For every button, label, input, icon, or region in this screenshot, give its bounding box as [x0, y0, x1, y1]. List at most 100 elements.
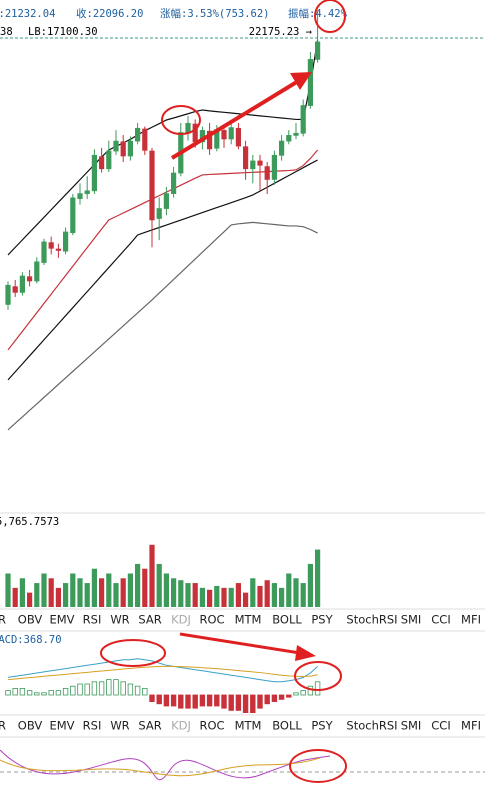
macd-bar [156, 694, 162, 705]
candle-body [77, 193, 83, 199]
candle-body [149, 150, 155, 221]
macd-bar [70, 685, 76, 696]
candle-body [163, 193, 169, 209]
macd-bar [62, 688, 69, 696]
candle-body [27, 276, 33, 282]
indicator-tab[interactable]: ROC [199, 613, 224, 627]
indicator-tab[interactable]: OBV [18, 613, 43, 627]
candle-body [156, 208, 162, 219]
volume-bar [300, 583, 306, 607]
volume-bar [127, 573, 133, 607]
macd-bar [98, 681, 105, 696]
indicator-tab[interactable]: MFI [461, 719, 481, 733]
indicator-tab[interactable]: WR [110, 613, 129, 627]
macd-bar [149, 694, 155, 702]
macd-bar [286, 694, 292, 698]
indicator-tab[interactable]: ROC [199, 719, 224, 733]
candle-body [5, 284, 11, 305]
volume-bar [192, 583, 198, 607]
indicator-tab[interactable]: BOLL [272, 613, 302, 627]
indicator-tab[interactable]: OBV [18, 719, 43, 733]
volume-bar [77, 578, 83, 607]
volume-bar [214, 585, 220, 607]
macd-bar [77, 683, 83, 696]
volume-bar [279, 587, 285, 607]
volume-bar [84, 583, 90, 607]
indicator-tab[interactable]: CCI [431, 719, 450, 733]
volume-bar [41, 573, 47, 607]
band-line [7, 159, 318, 381]
indicator-tab[interactable]: KDJ [171, 719, 191, 733]
candle-body [12, 286, 18, 293]
volume-bar [257, 585, 263, 607]
candle-body [286, 135, 292, 142]
circle [161, 105, 201, 135]
indicator-tab[interactable]: SMI [401, 613, 422, 627]
volume-bar [55, 587, 61, 607]
volume-bar [156, 563, 162, 607]
indicator-tab[interactable]: R [0, 719, 6, 733]
macd-bar [278, 694, 285, 700]
macd-bar [26, 690, 33, 696]
indicator-tab[interactable]: PSY [311, 719, 333, 733]
indicator-tab[interactable]: StochRSI [346, 613, 397, 627]
sub-lb: LB:17100.30 [28, 26, 98, 38]
indicator-tab[interactable]: CCI [431, 613, 450, 627]
indicator-tab[interactable]: MFI [461, 613, 481, 627]
volume-bar [271, 583, 277, 607]
macd-bar [250, 694, 256, 714]
indicator-tab[interactable]: SAR [138, 719, 161, 733]
volume-bar [120, 578, 126, 607]
indicator-tab[interactable]: MTM [235, 613, 262, 627]
candle-body [192, 123, 198, 143]
candle-body [300, 105, 306, 134]
candle-body [127, 140, 133, 157]
macd-bar [134, 685, 141, 696]
macd-bar [12, 688, 18, 696]
indicator-tab[interactable]: SAR [138, 613, 161, 627]
indicator-tab[interactable]: KDJ [171, 613, 191, 627]
indicator-tab[interactable]: EMV [49, 719, 74, 733]
sub-high: 22175.23 → [249, 26, 312, 38]
macd-bar [314, 681, 321, 696]
indicator-tab[interactable]: WR [110, 719, 129, 733]
macd-bar [5, 690, 11, 696]
arrow [170, 78, 302, 160]
macd-bar [163, 694, 170, 707]
volume-bar [113, 583, 119, 607]
indicator-tab[interactable]: RSI [83, 613, 102, 627]
macd-bar [120, 681, 126, 696]
candle-body [221, 130, 227, 140]
candle-body [214, 129, 220, 149]
indicator-tab[interactable]: PSY [311, 613, 333, 627]
indicator-tab[interactable]: StochRSI [346, 719, 397, 733]
indicator-tab[interactable]: EMV [49, 613, 74, 627]
indicator-tab[interactable]: RSI [83, 719, 102, 733]
header-change: 涨幅:3.53%(753.62) [160, 7, 270, 20]
candle-body [48, 242, 54, 249]
macd-bar [142, 688, 148, 696]
candle-body [293, 132, 299, 136]
candle-body [63, 231, 69, 252]
candle-body [207, 130, 213, 150]
candle-body [70, 197, 76, 234]
volume-bar [63, 583, 69, 607]
macd-bar [48, 690, 54, 696]
candle-body [106, 150, 112, 170]
candle-body [113, 140, 119, 152]
indicator-tab[interactable]: R [0, 613, 6, 627]
macd-bar [127, 683, 134, 696]
volume-bar [70, 573, 76, 607]
macd-line [7, 658, 318, 683]
indicator-tab[interactable]: BOLL [272, 719, 302, 733]
indicator-tab[interactable]: SMI [401, 719, 422, 733]
macd-bar [55, 690, 62, 696]
candle-body [199, 130, 205, 143]
indicator-tab[interactable]: MTM [235, 719, 262, 733]
candle-body [315, 41, 321, 60]
header-open: 开:21232.04 [0, 8, 55, 20]
candle-body [171, 172, 177, 194]
candle-body [257, 160, 263, 166]
candle-body [235, 127, 241, 147]
